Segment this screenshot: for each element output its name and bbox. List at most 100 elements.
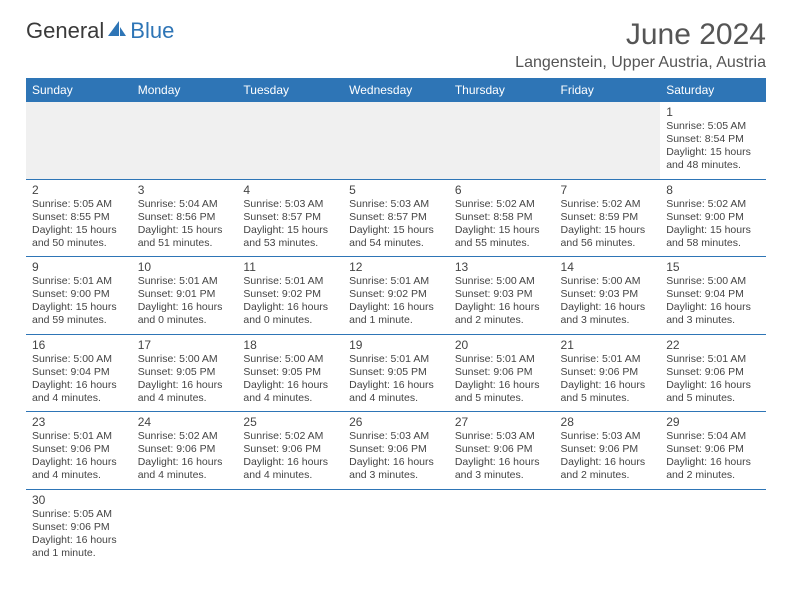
day-cell: 6Sunrise: 5:02 AMSunset: 8:58 PMDaylight… [449,179,555,257]
day-number: 14 [561,260,655,274]
month-title: June 2024 [515,18,766,52]
daylight-text: Daylight: 16 hours and 3 minutes. [561,301,655,327]
day-cell: 24Sunrise: 5:02 AMSunset: 9:06 PMDayligh… [132,412,238,490]
page-header: General Blue June 2024 Langenstein, Uppe… [26,18,766,72]
sunset-text: Sunset: 9:06 PM [243,443,337,456]
day-cell: 13Sunrise: 5:00 AMSunset: 9:03 PMDayligh… [449,257,555,335]
sunrise-text: Sunrise: 5:00 AM [455,275,549,288]
daylight-text: Daylight: 15 hours and 58 minutes. [666,224,760,250]
day-number: 10 [138,260,232,274]
sunset-text: Sunset: 8:55 PM [32,211,126,224]
sunset-text: Sunset: 9:05 PM [243,366,337,379]
daylight-text: Daylight: 16 hours and 2 minutes. [666,456,760,482]
day-cell: 17Sunrise: 5:00 AMSunset: 9:05 PMDayligh… [132,334,238,412]
daylight-text: Daylight: 16 hours and 0 minutes. [243,301,337,327]
day-number: 7 [561,183,655,197]
day-cell: 21Sunrise: 5:01 AMSunset: 9:06 PMDayligh… [555,334,661,412]
day-number: 1 [666,105,760,119]
daylight-text: Daylight: 15 hours and 56 minutes. [561,224,655,250]
day-number: 23 [32,415,126,429]
sunrise-text: Sunrise: 5:01 AM [349,275,443,288]
daylight-text: Daylight: 15 hours and 53 minutes. [243,224,337,250]
day-cell: 7Sunrise: 5:02 AMSunset: 8:59 PMDaylight… [555,179,661,257]
day-cell: 5Sunrise: 5:03 AMSunset: 8:57 PMDaylight… [343,179,449,257]
daylight-text: Daylight: 16 hours and 1 minute. [349,301,443,327]
day-number: 16 [32,338,126,352]
day-cell: 19Sunrise: 5:01 AMSunset: 9:05 PMDayligh… [343,334,449,412]
daylight-text: Daylight: 16 hours and 5 minutes. [455,379,549,405]
day-cell: 20Sunrise: 5:01 AMSunset: 9:06 PMDayligh… [449,334,555,412]
week-row: 16Sunrise: 5:00 AMSunset: 9:04 PMDayligh… [26,334,766,412]
daylight-text: Daylight: 16 hours and 4 minutes. [243,379,337,405]
day-number: 30 [32,493,126,507]
blank-cell [237,102,343,179]
day-cell: 12Sunrise: 5:01 AMSunset: 9:02 PMDayligh… [343,257,449,335]
day-cell: 25Sunrise: 5:02 AMSunset: 9:06 PMDayligh… [237,412,343,490]
blank-cell [132,102,238,179]
day-cell: 15Sunrise: 5:00 AMSunset: 9:04 PMDayligh… [660,257,766,335]
sunrise-text: Sunrise: 5:02 AM [138,430,232,443]
week-row: 2Sunrise: 5:05 AMSunset: 8:55 PMDaylight… [26,179,766,257]
weekday-thu: Thursday [449,78,555,102]
day-number: 29 [666,415,760,429]
day-cell: 4Sunrise: 5:03 AMSunset: 8:57 PMDaylight… [237,179,343,257]
weekday-sat: Saturday [660,78,766,102]
brand-word2: Blue [130,18,174,44]
sunrise-text: Sunrise: 5:04 AM [666,430,760,443]
sunset-text: Sunset: 9:03 PM [561,288,655,301]
sail-icon [106,18,128,44]
day-number: 26 [349,415,443,429]
week-row: 30Sunrise: 5:05 AMSunset: 9:06 PMDayligh… [26,489,766,566]
title-block: June 2024 Langenstein, Upper Austria, Au… [515,18,766,72]
sunrise-text: Sunrise: 5:00 AM [243,353,337,366]
weekday-sun: Sunday [26,78,132,102]
sunrise-text: Sunrise: 5:01 AM [32,430,126,443]
blank-cell [26,102,132,179]
day-number: 17 [138,338,232,352]
day-cell: 3Sunrise: 5:04 AMSunset: 8:56 PMDaylight… [132,179,238,257]
sunrise-text: Sunrise: 5:02 AM [243,430,337,443]
sunset-text: Sunset: 9:02 PM [349,288,443,301]
daylight-text: Daylight: 16 hours and 4 minutes. [32,456,126,482]
day-cell: 30Sunrise: 5:05 AMSunset: 9:06 PMDayligh… [26,489,132,566]
sunrise-text: Sunrise: 5:01 AM [32,275,126,288]
sunrise-text: Sunrise: 5:01 AM [243,275,337,288]
daylight-text: Daylight: 16 hours and 3 minutes. [349,456,443,482]
day-cell: 18Sunrise: 5:00 AMSunset: 9:05 PMDayligh… [237,334,343,412]
sunset-text: Sunset: 9:06 PM [561,366,655,379]
day-number: 20 [455,338,549,352]
sunset-text: Sunset: 9:03 PM [455,288,549,301]
blank-cell [132,489,238,566]
blank-cell [555,102,661,179]
sunrise-text: Sunrise: 5:02 AM [455,198,549,211]
daylight-text: Daylight: 16 hours and 4 minutes. [138,379,232,405]
weekday-fri: Friday [555,78,661,102]
day-number: 15 [666,260,760,274]
sunrise-text: Sunrise: 5:04 AM [138,198,232,211]
sunset-text: Sunset: 9:01 PM [138,288,232,301]
sunrise-text: Sunrise: 5:05 AM [666,120,760,133]
day-cell: 29Sunrise: 5:04 AMSunset: 9:06 PMDayligh… [660,412,766,490]
daylight-text: Daylight: 16 hours and 2 minutes. [561,456,655,482]
sunrise-text: Sunrise: 5:00 AM [32,353,126,366]
daylight-text: Daylight: 16 hours and 5 minutes. [666,379,760,405]
brand-logo: General Blue [26,18,174,44]
day-number: 4 [243,183,337,197]
sunrise-text: Sunrise: 5:01 AM [561,353,655,366]
sunset-text: Sunset: 9:06 PM [138,443,232,456]
day-number: 19 [349,338,443,352]
sunset-text: Sunset: 9:06 PM [666,366,760,379]
day-cell: 2Sunrise: 5:05 AMSunset: 8:55 PMDaylight… [26,179,132,257]
blank-cell [237,489,343,566]
sunset-text: Sunset: 8:57 PM [349,211,443,224]
weekday-header-row: Sunday Monday Tuesday Wednesday Thursday… [26,78,766,102]
daylight-text: Daylight: 16 hours and 0 minutes. [138,301,232,327]
sunrise-text: Sunrise: 5:01 AM [349,353,443,366]
blank-cell [343,489,449,566]
day-number: 6 [455,183,549,197]
sunrise-text: Sunrise: 5:02 AM [666,198,760,211]
sunrise-text: Sunrise: 5:01 AM [138,275,232,288]
day-number: 12 [349,260,443,274]
day-cell: 26Sunrise: 5:03 AMSunset: 9:06 PMDayligh… [343,412,449,490]
daylight-text: Daylight: 16 hours and 3 minutes. [666,301,760,327]
